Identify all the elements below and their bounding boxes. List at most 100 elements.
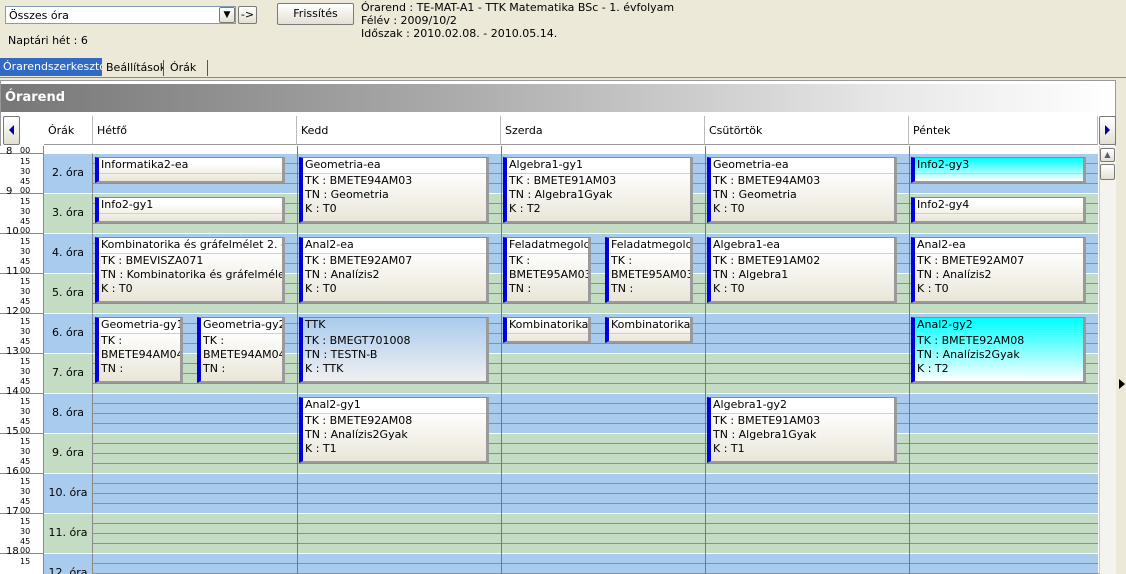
day-divider [909, 146, 910, 574]
tab[interactable]: Órarendszerkeszto [0, 58, 102, 76]
event-card[interactable]: Info2-gy1 [95, 197, 285, 223]
column-header: Órák [44, 116, 93, 145]
event-card[interactable]: Geometria-ea TK : BMETE94AM03 TN : Geometr… [707, 157, 897, 223]
minute-label: 15 [20, 477, 31, 486]
event-title: Anal2-gy1 [303, 398, 486, 414]
event-line: TK : [509, 254, 531, 267]
splitter-arrow[interactable] [1117, 376, 1126, 392]
hour-label: 8 [6, 146, 13, 157]
time-line [0, 553, 44, 554]
event-card[interactable]: Geometria-gy1 TK : BMETE94AM04 TN : [95, 317, 183, 383]
tab[interactable]: Beállítások [106, 60, 164, 76]
scroll-thumb[interactable] [1100, 164, 1115, 180]
minute-label: 30 [20, 287, 31, 296]
event-card[interactable]: Anal2-gy1 TK : BMETE92AM08 TN : Analízis2G… [299, 397, 489, 463]
tab[interactable]: Órák [168, 60, 208, 76]
event-card[interactable]: Informatika2-ea [95, 157, 285, 183]
minute-label: 15 [20, 157, 31, 166]
period-label: 11. óra [44, 513, 93, 553]
minute-label: 30 [20, 247, 31, 256]
event-line: K : T0 [713, 202, 745, 215]
event-line: TK : BMEGT701008 [305, 334, 411, 347]
time-line [0, 273, 44, 274]
time-line [0, 193, 44, 194]
period-row [93, 473, 1098, 513]
minute-label: 45 [20, 177, 31, 186]
minute-label: 30 [20, 527, 31, 536]
event-title: Geometria-ea [303, 158, 486, 174]
event-line: TN : TESTN-B [305, 348, 378, 361]
period-label: 4. óra [44, 233, 93, 273]
nav-left[interactable] [3, 116, 20, 145]
time-line [0, 393, 44, 394]
day-divider [705, 146, 706, 574]
event-line: TK : BMETE94AM03 [713, 174, 821, 187]
minute-label: 30 [20, 207, 31, 216]
combo-arrow[interactable]: ▼ [219, 7, 235, 23]
event-line: TN : Analízis2 [305, 268, 380, 281]
minute-label: 00 [20, 386, 31, 395]
event-line: TK : BMETE92AM08 [305, 414, 413, 427]
minute-label: 15 [20, 357, 31, 366]
event-title: Anal2-gy2 [915, 318, 1083, 334]
minute-label: 45 [20, 417, 31, 426]
event-card[interactable]: Geometria-ea TK : BMETE94AM03 TN : Geometr… [299, 157, 489, 223]
event-card[interactable]: Algebra1-ea TK : BMETE91AM02 TN : Algebra1… [707, 237, 897, 303]
event-card[interactable]: Kombinatorika és gráfelmélet 2. - ea TK :… [95, 237, 285, 303]
event-card[interactable]: Anal2-ea TK : BMETE92AM07 TN : Analízis2 K … [299, 237, 489, 303]
event-line: TN : Analízis2Gyak [917, 348, 1020, 361]
nav-right[interactable] [1099, 116, 1116, 145]
event-card[interactable]: Algebra1-gy1 TK : BMETE91AM03 TN : Algebra… [503, 157, 693, 223]
event-line: K : T2 [917, 362, 949, 375]
event-line: K : T1 [305, 442, 337, 455]
scrollbar [1099, 146, 1116, 574]
period-row [93, 433, 1098, 473]
event-line: TN : [611, 282, 634, 295]
event-card[interactable]: Algebra1-gy2 TK : BMETE91AM03 TN : Algebra… [707, 397, 897, 463]
event-card[interactable]: Geometria-gy2 TK : BMETE94AM04 TN : [197, 317, 285, 383]
minute-label: 00 [20, 266, 31, 275]
event-line: TK : [611, 254, 633, 267]
event-line: TK : BMETE92AM08 [917, 334, 1025, 347]
period-label: 7. óra [44, 353, 93, 393]
event-title: Kombinatorika ... [609, 318, 690, 334]
hour-label: 14 [6, 386, 19, 397]
event-card[interactable]: Info2-gy4 [911, 197, 1086, 223]
event-line: TN : Algebra1Gyak [509, 188, 613, 201]
event-line: TK : BMETE92AM07 [917, 254, 1025, 267]
event-card[interactable]: Kombinatorika ... [503, 317, 591, 343]
scroll-up[interactable]: ▲ [1100, 148, 1115, 162]
go-button[interactable]: -> [238, 6, 257, 24]
minute-label: 45 [20, 537, 31, 546]
minute-label: 00 [20, 186, 31, 195]
period-label: 3. óra [44, 193, 93, 233]
event-line: TN : [509, 282, 532, 295]
event-card[interactable]: Anal2-gy2 TK : BMETE92AM08 TN : Analízis2G… [911, 317, 1086, 383]
event-line: K : T0 [305, 202, 337, 215]
event-line: TK : BMETE94AM03 [305, 174, 413, 187]
minute-label: 15 [20, 517, 31, 526]
minute-label: 15 [20, 237, 31, 246]
time-line [0, 433, 44, 434]
day-header: Csütörtök [705, 116, 909, 145]
event-line: TK : [203, 334, 225, 347]
minute-label: 00 [20, 306, 31, 315]
event-card[interactable]: TTK TK : BMEGT701008 TN : TESTN-B K : TTK [299, 317, 489, 383]
event-line: TK : BMETE91AM03 [509, 174, 617, 187]
refresh-button[interactable]: Frissítés [277, 3, 354, 25]
minute-label: 00 [20, 426, 31, 435]
hour-label: 9 [6, 186, 13, 197]
event-title: Informatika2-ea [99, 158, 282, 174]
info-line: Időszak : 2010.02.08. - 2010.05.14. [361, 27, 558, 40]
event-line: TK : BMETE91AM02 [713, 254, 821, 267]
day-header: Hétfő [93, 116, 297, 145]
event-line: TN : Geometria [305, 188, 389, 201]
event-card[interactable]: Info2-gy3 [911, 157, 1086, 183]
filter-combo[interactable]: Összes óra [5, 6, 236, 24]
event-card[interactable]: Kombinatorika ... [605, 317, 693, 343]
minute-label: 15 [20, 437, 31, 446]
event-card[interactable]: Anal2-ea TK : BMETE92AM07 TN : Analízis2 K … [911, 237, 1086, 303]
